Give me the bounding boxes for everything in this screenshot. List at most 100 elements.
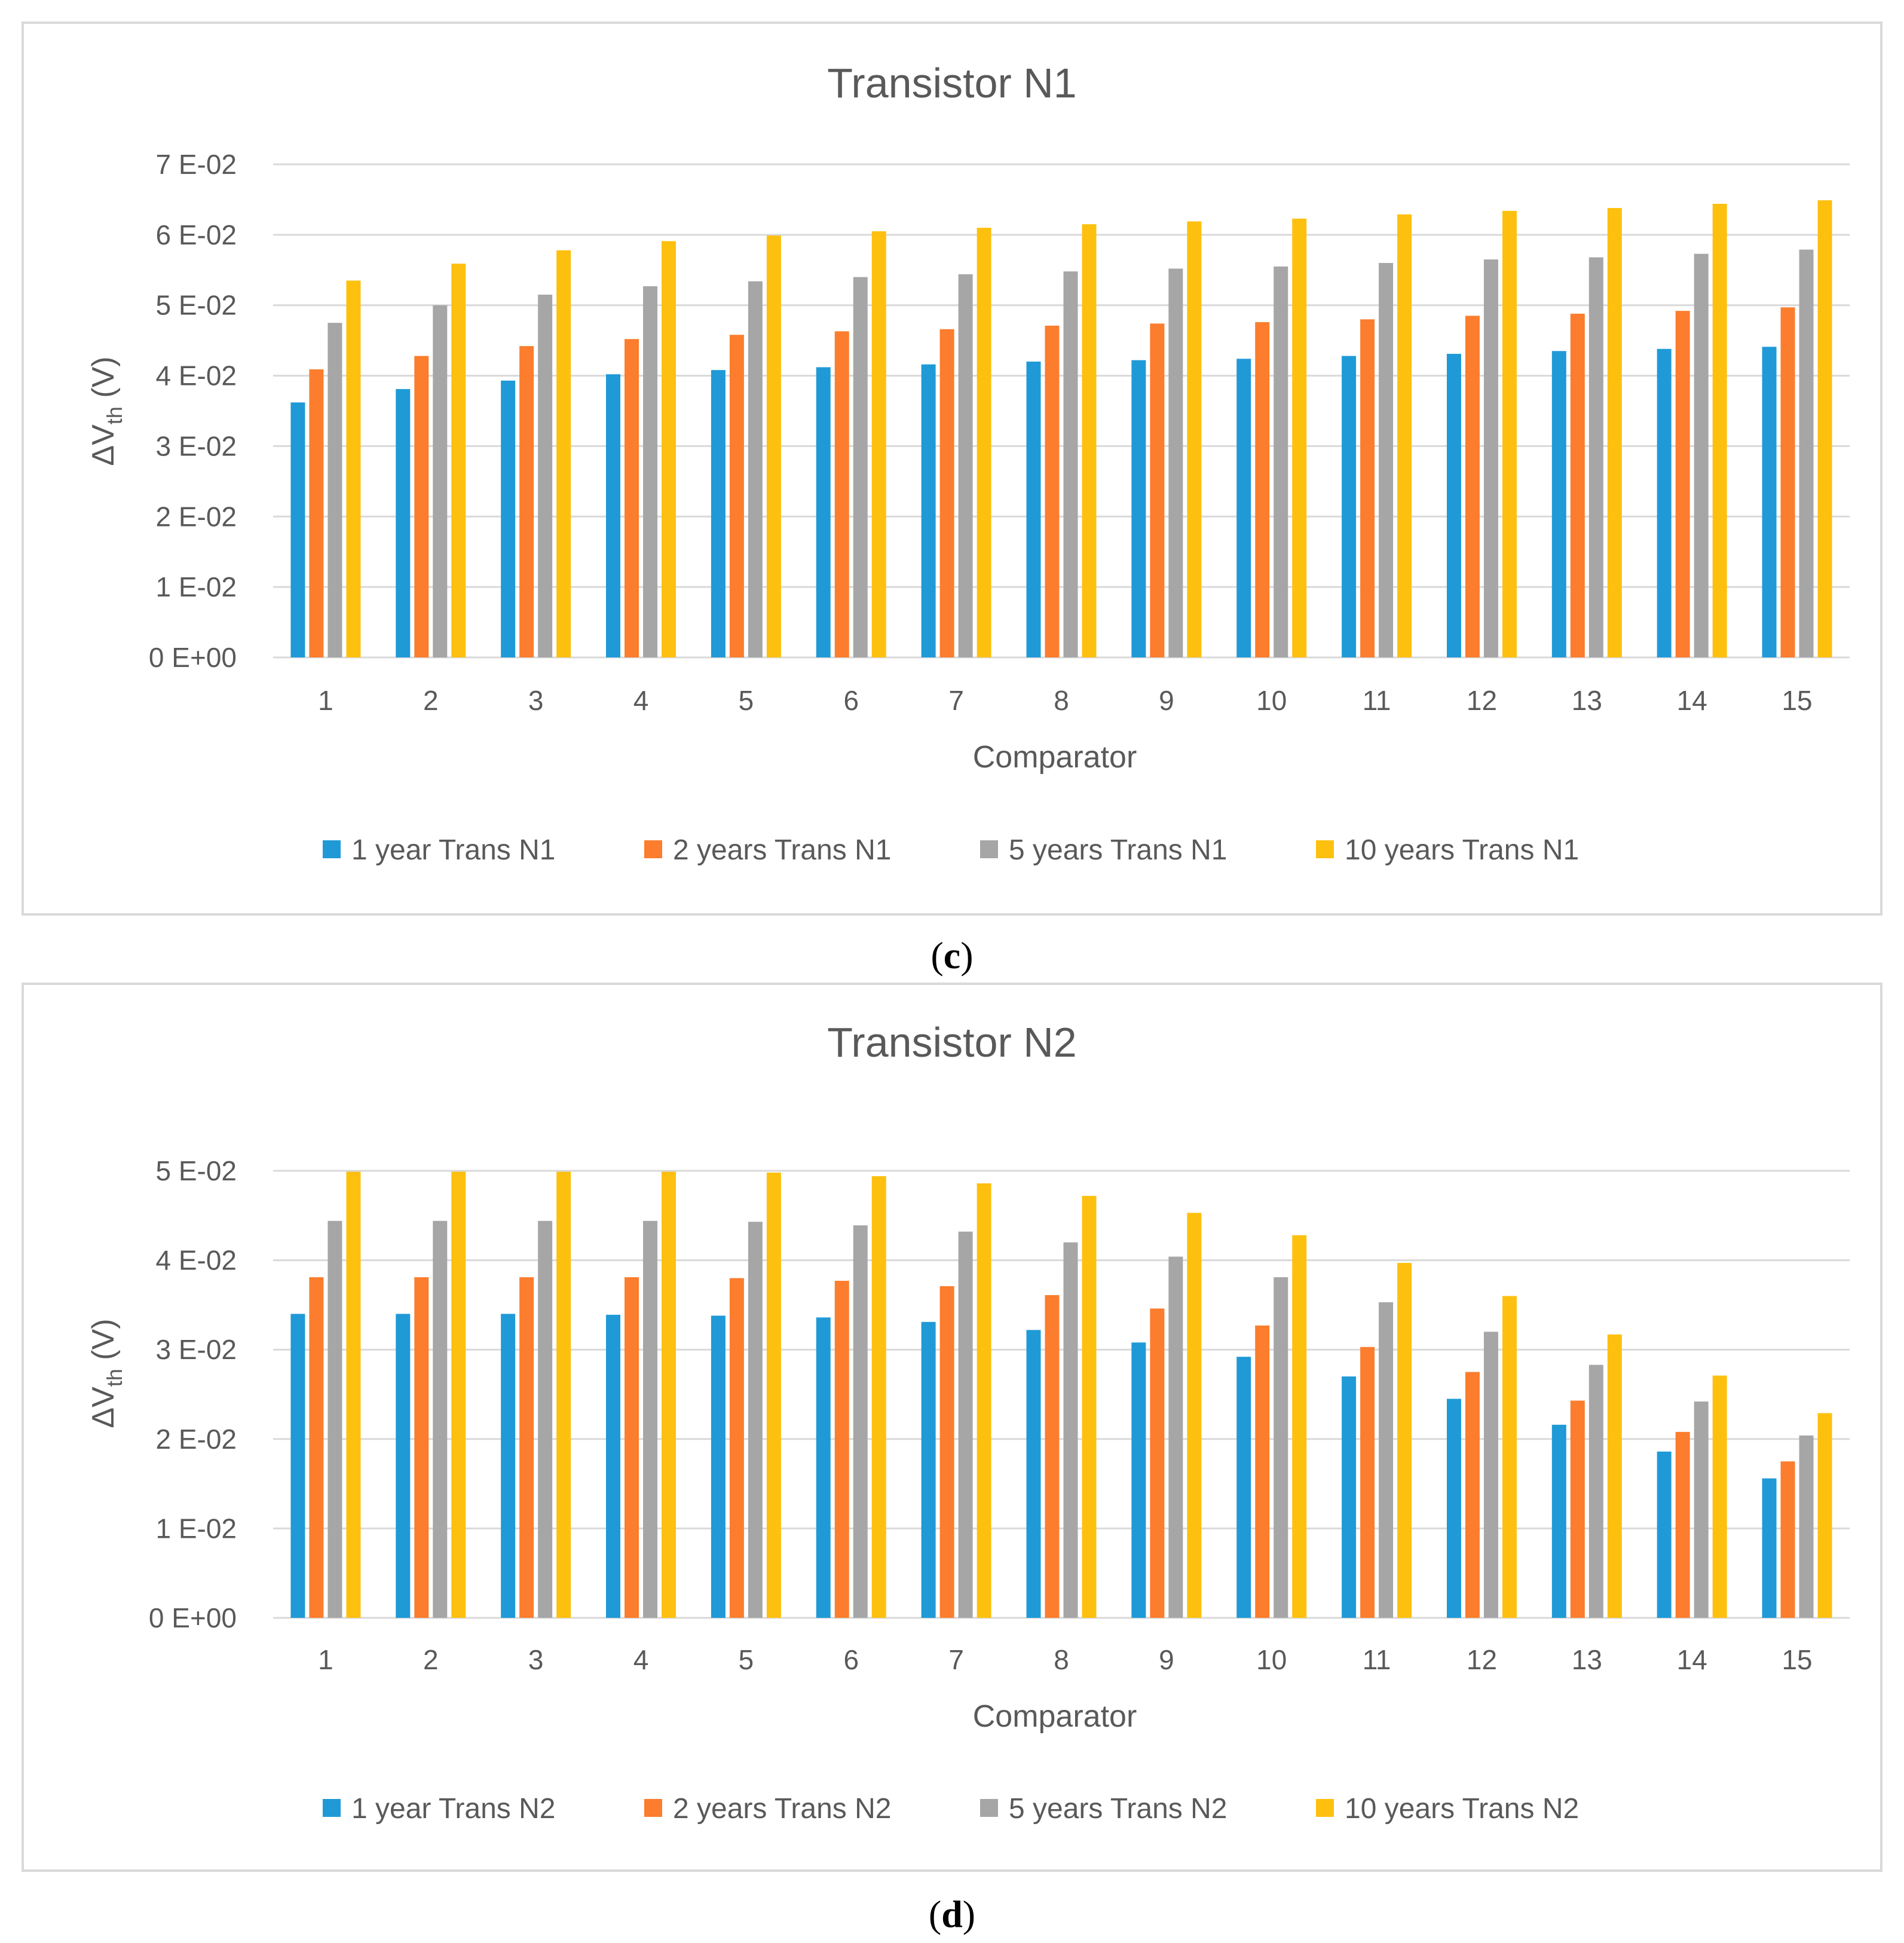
- y-tick-label: 3 E-02: [155, 430, 237, 461]
- bar: [1168, 268, 1183, 657]
- y-tick-label: 0 E+00: [149, 1602, 237, 1633]
- bar: [958, 1231, 973, 1618]
- bar: [1379, 263, 1394, 657]
- y-axis-label-sub-c: th: [102, 406, 127, 424]
- bar: [1817, 200, 1832, 657]
- bar: [871, 231, 886, 657]
- bar: [1483, 1332, 1498, 1618]
- bar: [643, 1220, 658, 1618]
- bar: [1570, 313, 1585, 657]
- caption-d: (d): [929, 1893, 975, 1935]
- legend-label: 2 years Trans N2: [673, 1793, 891, 1825]
- bar: [290, 402, 305, 657]
- bar: [625, 339, 639, 657]
- bar: [1274, 1277, 1288, 1618]
- bar: [433, 305, 448, 657]
- bar: [662, 1171, 676, 1618]
- bar: [1026, 1330, 1041, 1618]
- bar: [748, 1222, 763, 1618]
- bar: [662, 241, 676, 657]
- bar: [1607, 208, 1622, 658]
- bar: [538, 1220, 553, 1618]
- grid-c: [273, 163, 1850, 659]
- bar: [1712, 1375, 1727, 1618]
- legend-label: 1 year Trans N1: [351, 834, 555, 866]
- x-tick-label: 2: [423, 685, 439, 716]
- bar: [1255, 1325, 1270, 1618]
- x-tick-labels-d: 1 2 3 4 5 6 7 8 9 10 11 12 13 14 15: [318, 1644, 1813, 1675]
- bar: [1360, 319, 1375, 657]
- bar: [556, 250, 571, 657]
- bar: [606, 1314, 621, 1618]
- y-tick-label: 7 E-02: [155, 149, 237, 180]
- legend-c: 1 year Trans N1 2 years Trans N1 5 years T…: [323, 834, 1579, 866]
- legend-swatch: [1316, 1799, 1334, 1817]
- bar: [1168, 1256, 1183, 1618]
- y-tick-labels-c: 0 E+00 1 E-02 2 E-02 3 E-02 4 E-02 5 E-02 6 E-…: [149, 149, 237, 673]
- x-tick-label: 10: [1256, 1644, 1287, 1675]
- bar: [1131, 1342, 1146, 1618]
- bar: [309, 369, 324, 657]
- y-axis-label-sub-d: th: [102, 1369, 127, 1387]
- x-tick-label: 5: [739, 685, 754, 716]
- legend-swatch: [644, 1799, 662, 1817]
- x-tick-label: 7: [948, 1644, 964, 1675]
- bar: [501, 1314, 516, 1618]
- caption-c: (c): [930, 934, 973, 977]
- x-tick-label: 9: [1159, 685, 1174, 716]
- x-tick-label: 12: [1467, 685, 1497, 716]
- bar: [729, 335, 744, 657]
- legend-swatch: [323, 1799, 341, 1817]
- bar: [1236, 359, 1251, 657]
- x-tick-label: 5: [739, 1644, 754, 1675]
- bar: [1483, 259, 1498, 657]
- caption-d-letter: d: [941, 1893, 963, 1935]
- bar: [1712, 204, 1727, 657]
- y-tick-label: 5 E-02: [155, 290, 237, 321]
- x-tick-label: 14: [1677, 1644, 1707, 1675]
- bar: [451, 264, 466, 657]
- bar: [748, 281, 763, 658]
- bar: [1236, 1357, 1251, 1618]
- bar: [921, 364, 936, 657]
- x-tick-label: 2: [423, 1644, 439, 1675]
- bar: [1397, 1263, 1412, 1618]
- y-tick-label: 6 E-02: [155, 219, 237, 250]
- x-tick-label: 9: [1159, 1644, 1174, 1675]
- bar: [1588, 1364, 1603, 1618]
- bars-d: [290, 1171, 1832, 1618]
- bar: [1342, 356, 1357, 657]
- bar: [1799, 1435, 1814, 1618]
- bar: [1502, 210, 1517, 657]
- bar: [519, 346, 534, 657]
- x-tick-labels-c: 1 2 3 4 5 6 7 8 9 10 11 12 13 14 15: [318, 685, 1813, 716]
- y-tick-label: 5 E-02: [155, 1155, 237, 1186]
- legend-swatch: [644, 840, 662, 858]
- x-tick-label: 7: [948, 685, 964, 716]
- bar: [414, 356, 429, 657]
- bar: [1502, 1296, 1517, 1618]
- bar: [346, 1171, 361, 1618]
- bar: [939, 329, 954, 657]
- y-tick-label: 0 E+00: [149, 642, 237, 673]
- bar: [834, 1281, 849, 1618]
- bar: [958, 274, 973, 657]
- grid-d: [273, 1170, 1850, 1619]
- bar: [1397, 214, 1412, 657]
- x-tick-label: 14: [1677, 685, 1707, 716]
- y-axis-label-main-c: ΔV: [86, 424, 121, 466]
- bar: [290, 1314, 305, 1618]
- bars-c: [290, 200, 1832, 658]
- bar: [766, 1172, 781, 1618]
- chart-title-c: Transistor N1: [827, 60, 1077, 106]
- x-tick-label: 15: [1781, 1644, 1812, 1675]
- bar: [1150, 323, 1165, 657]
- bar: [1657, 1451, 1672, 1618]
- bar: [556, 1171, 571, 1618]
- x-tick-label: 1: [318, 1644, 333, 1675]
- bar: [414, 1277, 429, 1618]
- bar: [1551, 1424, 1566, 1618]
- bar: [1187, 1213, 1202, 1618]
- y-tick-label: 2 E-02: [155, 501, 237, 532]
- x-tick-label: 8: [1054, 1644, 1069, 1675]
